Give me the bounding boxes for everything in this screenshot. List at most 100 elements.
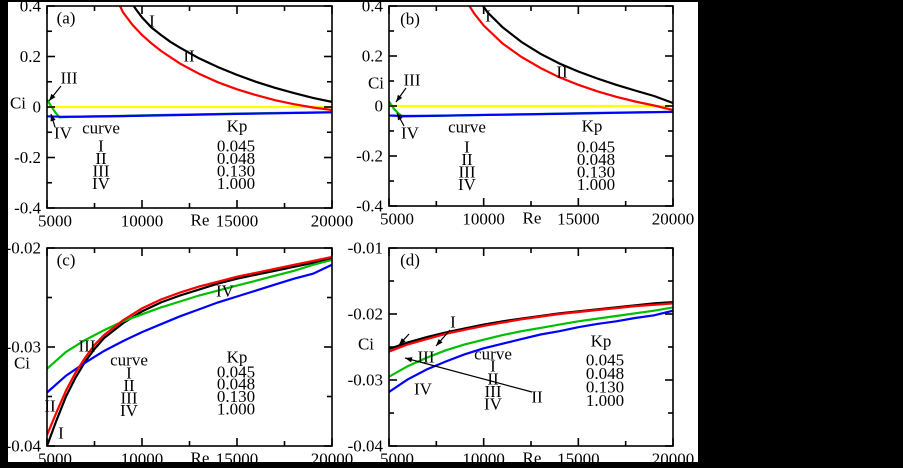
legend-curve-num-d: III [485, 382, 502, 401]
x-tick-label-b: 5000 [380, 210, 414, 229]
legend-curve-num-b: I [464, 138, 470, 157]
y-tick-label-d: -0.01 [348, 239, 383, 258]
legend-curve-num-c: II [123, 376, 135, 395]
curve-II-panel-a [118, 6, 332, 112]
annotation-IV-panel-b: IV [401, 124, 420, 143]
curve-II-panel-b [468, 6, 673, 112]
legend-curve-num-c: IV [120, 401, 139, 420]
legend-curve-num-a: IV [92, 174, 111, 193]
curve-IV-panel-a [47, 111, 332, 118]
curve-I-panel-a [132, 6, 332, 103]
y-tick-label-b: 0.4 [362, 2, 384, 16]
y-tick-label-b: -0.2 [356, 147, 383, 166]
legend-curve-header-b: curve [448, 118, 486, 137]
legend-kp-value-c: 0.130 [217, 387, 255, 406]
annotation-arrow-d-1-shaft [404, 357, 533, 393]
annotation-I-panel-a: I [149, 12, 155, 31]
annotation-arrow-d-2-head [399, 338, 406, 345]
legend-kp-value-d: 0.048 [586, 364, 624, 383]
y-tick-label-a: 0.4 [20, 2, 42, 16]
y-tick-label-c: -0.04 [8, 437, 41, 456]
x-tick-label-a: 15000 [216, 212, 259, 231]
annotation-arrow-d-0-head [436, 339, 443, 346]
annotation-IV-panel-d: IV [414, 380, 433, 399]
legend-kp-value-b: 0.130 [577, 163, 615, 182]
y-tick-label-a: 0 [33, 98, 42, 117]
y-axis-title-a: Ci [10, 94, 26, 113]
y-tick-label-c: -0.02 [8, 239, 41, 258]
x-tick-label-b: 15000 [557, 210, 600, 229]
figure-paper: 5000 10000 15000 20000 0.4 0.2 0 -0.2 -0.4 Re Ci cu… [6, 0, 698, 468]
legend-kp-value-a: 0.130 [217, 162, 255, 181]
legend-kp-value-c: 1.000 [217, 400, 255, 419]
figure-svg: 5000 10000 15000 20000 0.4 0.2 0 -0.2 -0.4 Re Ci cu… [6, 0, 695, 468]
legend-curve-num-d: II [487, 370, 499, 389]
x-tick-label-a: 10000 [121, 212, 164, 231]
curve-II-panel-c [47, 255, 332, 436]
y-tick-label-d: -0.02 [348, 305, 383, 324]
annotation-III-panel-b: III [404, 71, 421, 90]
y-tick-label-c: -0.03 [8, 338, 41, 357]
y-tick-label-b: 0 [375, 97, 384, 116]
curve-III-panel-c [47, 258, 332, 370]
curve-IV-panel-d [389, 309, 673, 393]
annotation-II-panel-b: II [556, 63, 568, 82]
legend-kp-value-c: 0.048 [217, 375, 255, 394]
legend-curve-num-a: I [98, 137, 104, 156]
legend-curve-num-d: IV [484, 395, 503, 414]
legend-curve-header-c: curve [110, 351, 148, 370]
legend-kp-header-b: Kp [582, 117, 603, 136]
annotation-a-panel-a: (a) [57, 9, 76, 28]
legend-curve-num-a: III [93, 162, 110, 181]
curve-I-panel-c [47, 257, 332, 446]
x-tick-label-c: 5000 [38, 450, 72, 463]
legend-kp-header-d: Kp [591, 332, 612, 351]
legend-curve-num-b: IV [458, 175, 477, 194]
x-tick-label-d: 15000 [557, 450, 600, 463]
x-tick-label-d: 20000 [652, 450, 695, 463]
x-tick-label-c: 15000 [216, 450, 259, 463]
y-axis-title-b: Ci [368, 74, 384, 93]
legend-kp-value-a: 1.000 [217, 174, 255, 193]
legend-kp-value-b: 1.000 [577, 175, 615, 194]
x-tick-label-b: 10000 [462, 210, 505, 229]
annotation-IV-panel-c: IV [216, 282, 235, 301]
curve-I-panel-b [481, 6, 673, 105]
annotation-I-panel-c: I [58, 424, 64, 443]
y-tick-label-a: -0.2 [14, 148, 41, 167]
annotation-arrow-a-1-head [50, 114, 56, 122]
legend-curve-num-c: I [126, 364, 132, 383]
legend-kp-value-b: 0.048 [577, 150, 615, 169]
x-tick-label-d: 10000 [462, 450, 505, 463]
annotation-II-panel-d: II [531, 388, 543, 407]
y-tick-label-b: 0.2 [362, 47, 383, 66]
y-axis-title-d: Ci [358, 335, 374, 354]
curve-I-panel-d [389, 301, 673, 351]
x-axis-title-a: Re [191, 211, 210, 230]
annotation-arrow-b-0-head [396, 94, 403, 102]
annotation-II-panel-c: II [44, 397, 56, 416]
annotation-c-panel-c: (c) [57, 251, 76, 270]
curve-III-panel-d [389, 306, 673, 378]
curve-II-panel-d [389, 302, 673, 353]
legend-curve-num-d: I [490, 357, 496, 376]
curve-IV-panel-b [389, 110, 673, 118]
x-tick-label-a: 20000 [311, 212, 354, 231]
annotation-I-panel-b: I [485, 7, 491, 26]
annotation-III-panel-d: III [418, 348, 435, 367]
curve-IV-panel-c [47, 263, 332, 394]
legend-curve-header-d: curve [474, 345, 512, 364]
x-axis-title-b: Re [523, 209, 542, 228]
annotation-arrow-a-0-head [49, 93, 56, 101]
x-tick-label-c: 10000 [121, 450, 164, 463]
legend-curve-num-b: III [459, 163, 476, 182]
annotation-III-panel-a: III [61, 69, 78, 88]
legend-kp-value-c: 0.045 [217, 363, 255, 382]
y-tick-label-d: -0.03 [348, 371, 383, 390]
annotation-b-panel-b: (b) [400, 10, 420, 29]
annotation-arrow-b-1-head [397, 113, 403, 121]
annotation-IV-panel-a: IV [54, 124, 73, 143]
annotation-d-panel-d: (d) [400, 251, 420, 270]
legend-kp-value-d: 1.000 [586, 391, 624, 410]
